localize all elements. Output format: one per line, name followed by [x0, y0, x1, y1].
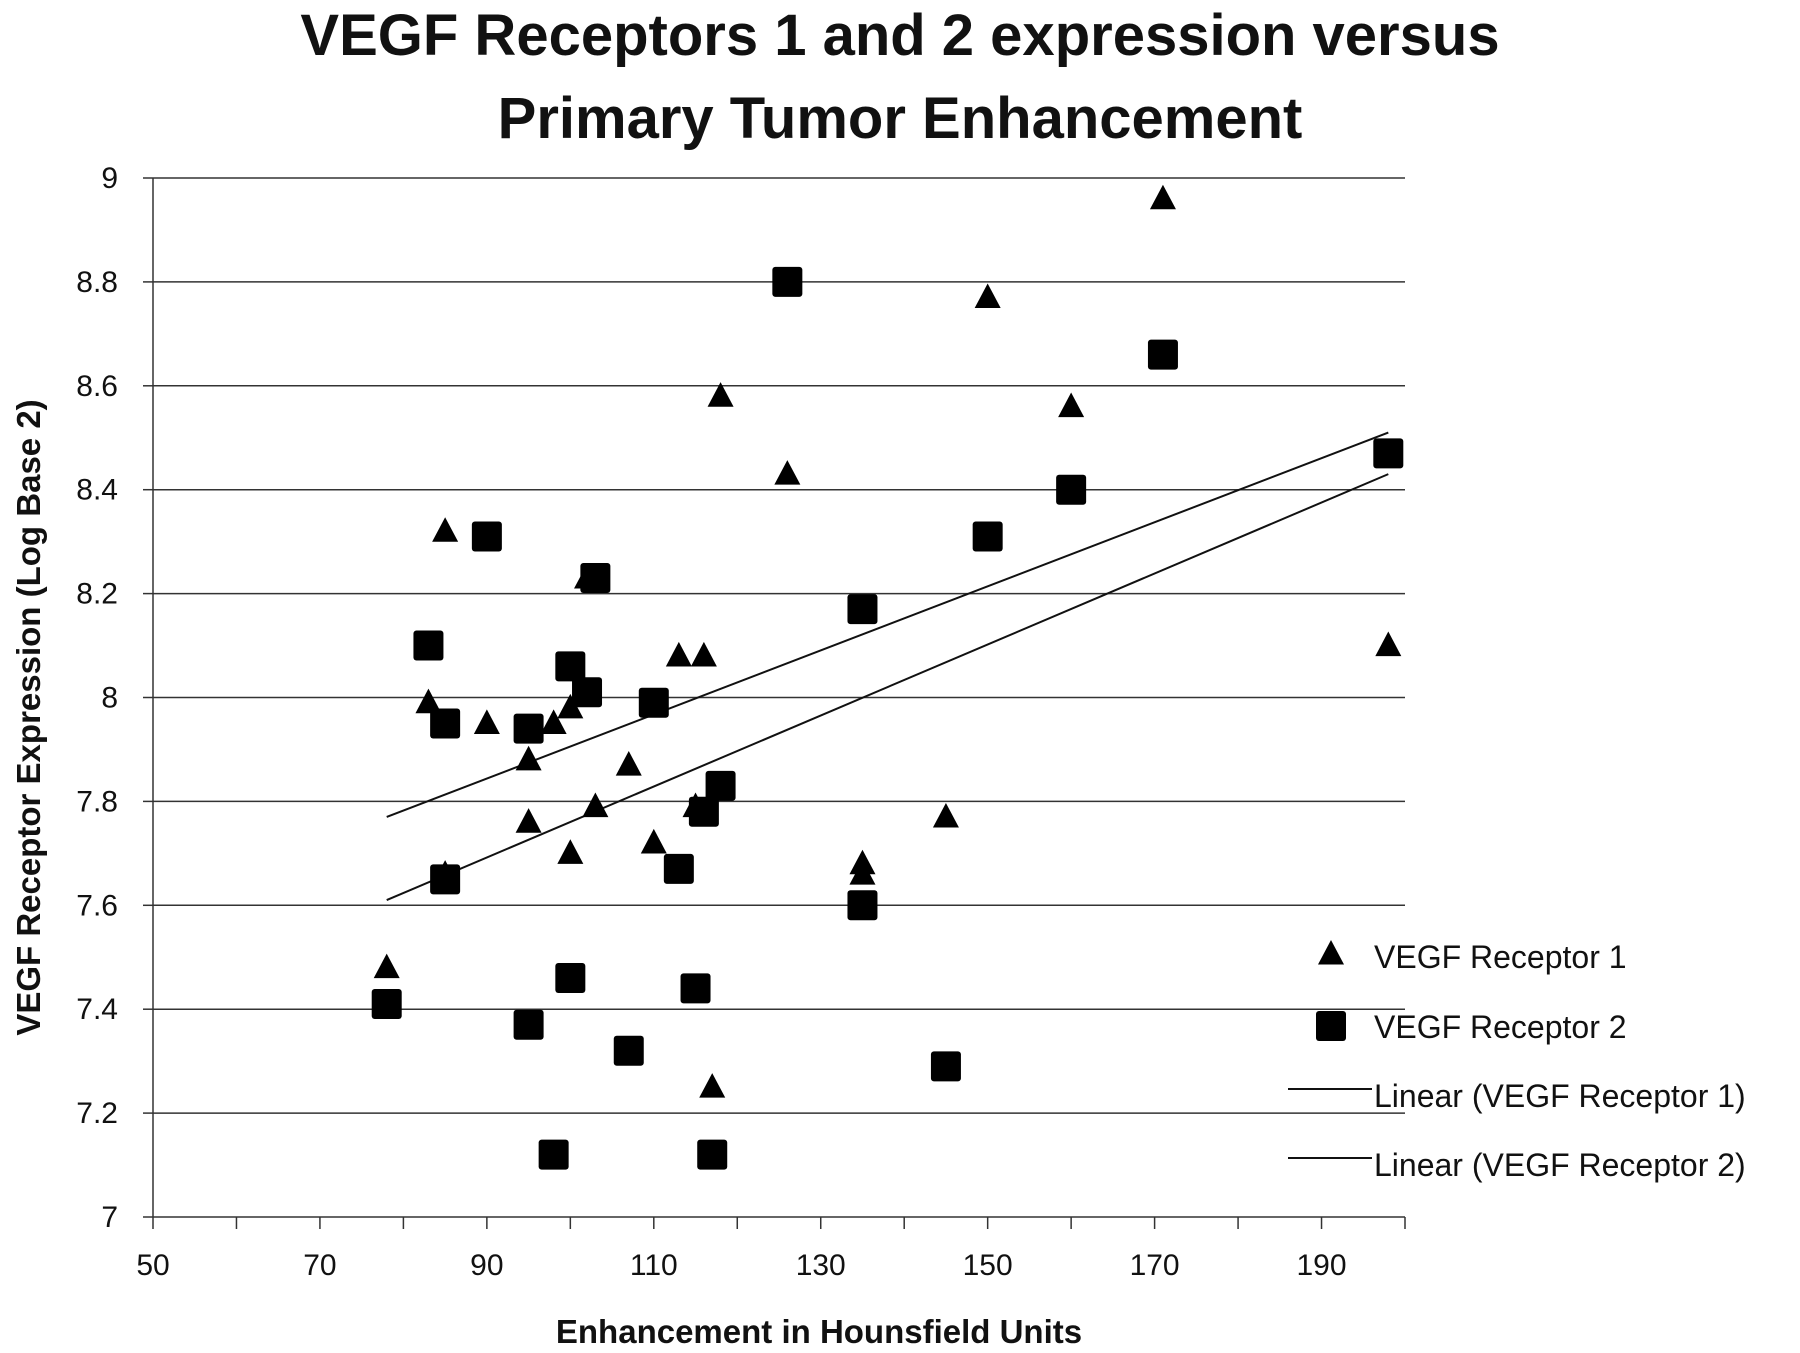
point-receptor-1	[1375, 631, 1402, 657]
point-receptor-2	[847, 890, 878, 921]
point-receptor-1	[774, 460, 801, 485]
y-tick-label: 7.4	[76, 993, 118, 1026]
y-tick-label: 7.6	[76, 889, 118, 922]
x-tick-label: 170	[1130, 1249, 1180, 1282]
point-receptor-2	[847, 594, 878, 625]
point-receptor-1	[373, 953, 400, 979]
trendline-receptor-1	[386, 431, 1389, 818]
legend: VEGF Receptor 1 VEGF Receptor 2 Linear (VE…	[1288, 939, 1746, 1183]
point-receptor-1	[640, 828, 667, 854]
point-receptor-2	[572, 677, 603, 708]
y-tick-label: 8	[101, 682, 118, 715]
point-receptor-2	[430, 708, 461, 739]
point-receptor-2	[471, 521, 502, 552]
x-tick-label: 90	[470, 1249, 503, 1282]
point-receptor-1	[515, 808, 542, 833]
point-receptor-2	[638, 687, 669, 718]
point-receptor-1	[849, 860, 876, 885]
tick-labels: 7 7.2 7.4 7.6 7.8 8 8.2 8.4 8.6 8.8 9 50 70 90 110 130 1…	[76, 162, 1346, 1282]
y-tick-label: 9	[101, 162, 118, 195]
point-receptor-2	[538, 1139, 569, 1170]
point-receptor-1	[432, 517, 459, 542]
point-receptor-2	[1056, 474, 1087, 505]
y-tick-label: 8.4	[76, 474, 118, 507]
x-tick-label: 50	[136, 1249, 169, 1282]
point-receptor-1	[515, 745, 542, 771]
y-tick-label: 7	[101, 1201, 118, 1234]
point-receptor-1	[582, 792, 609, 818]
x-axis-label: Enhancement in Hounsfield Units	[556, 1313, 1082, 1350]
y-tick-label: 7.8	[76, 785, 118, 818]
y-tick-label: 8.6	[76, 370, 118, 403]
point-receptor-2	[513, 713, 544, 744]
point-receptor-2	[680, 973, 711, 1004]
x-tick-label: 110	[630, 1249, 678, 1282]
point-receptor-1	[932, 802, 959, 828]
point-receptor-2	[772, 266, 803, 297]
y-tick-label: 8.8	[76, 266, 118, 299]
legend-entry-label: VEGF Receptor 2	[1374, 1009, 1627, 1045]
legend-triangle-marker	[1318, 939, 1344, 965]
point-receptor-1	[699, 1073, 726, 1098]
point-receptor-1	[707, 382, 734, 407]
point-receptor-2	[580, 563, 611, 594]
point-receptor-1	[415, 688, 442, 714]
point-receptor-1	[1058, 392, 1085, 418]
point-receptor-1	[557, 693, 584, 719]
x-tick-label: 190	[1297, 1249, 1347, 1282]
point-receptor-1	[540, 709, 567, 735]
point-receptor-1	[665, 641, 692, 667]
point-receptor-2	[413, 630, 444, 661]
point-receptor-2	[1147, 339, 1178, 370]
point-receptor-2	[1373, 438, 1404, 469]
gridlines	[153, 177, 1405, 1114]
point-receptor-2	[688, 796, 719, 827]
trendlines	[386, 431, 1389, 902]
x-tick-label: 70	[303, 1249, 336, 1282]
trendline-receptor-2	[386, 473, 1389, 902]
y-tick-label: 7.2	[76, 1097, 118, 1130]
point-receptor-1	[1149, 184, 1176, 210]
point-receptor-2	[555, 963, 586, 994]
legend-entry-label: VEGF Receptor 1	[1374, 939, 1627, 975]
chart-title-line-2: Primary Tumor Enhancement	[498, 86, 1303, 151]
point-receptor-2	[663, 853, 694, 884]
chart-title-line-1: VEGF Receptors 1 and 2 expression versus	[300, 3, 1499, 68]
y-axis-label: VEGF Receptor Expression (Log Base 2)	[10, 399, 47, 1035]
point-receptor-2	[513, 1009, 544, 1040]
point-receptor-2	[371, 989, 402, 1020]
legend-entry-label: Linear (VEGF Receptor 1)	[1374, 1078, 1746, 1114]
point-receptor-2	[930, 1051, 961, 1082]
point-receptor-1	[690, 641, 717, 667]
point-receptor-2	[613, 1035, 644, 1066]
y-tick-label: 8.2	[76, 578, 118, 611]
point-receptor-2	[555, 651, 586, 682]
legend-square-marker	[1316, 1011, 1346, 1041]
point-receptor-2	[972, 521, 1003, 552]
point-receptor-1	[974, 283, 1001, 309]
point-receptor-2	[705, 770, 736, 801]
x-tick-label: 150	[963, 1249, 1013, 1282]
data-points	[371, 184, 1404, 1170]
point-receptor-2	[697, 1139, 728, 1170]
x-tick-label: 130	[796, 1249, 846, 1282]
point-receptor-1	[557, 839, 584, 864]
point-receptor-2	[430, 864, 461, 895]
point-receptor-1	[615, 750, 642, 776]
axes	[143, 177, 1406, 1229]
point-receptor-1	[473, 709, 500, 735]
legend-entry-label: Linear (VEGF Receptor 2)	[1374, 1147, 1746, 1183]
chart-title: VEGF Receptors 1 and 2 expression versus…	[300, 3, 1499, 151]
